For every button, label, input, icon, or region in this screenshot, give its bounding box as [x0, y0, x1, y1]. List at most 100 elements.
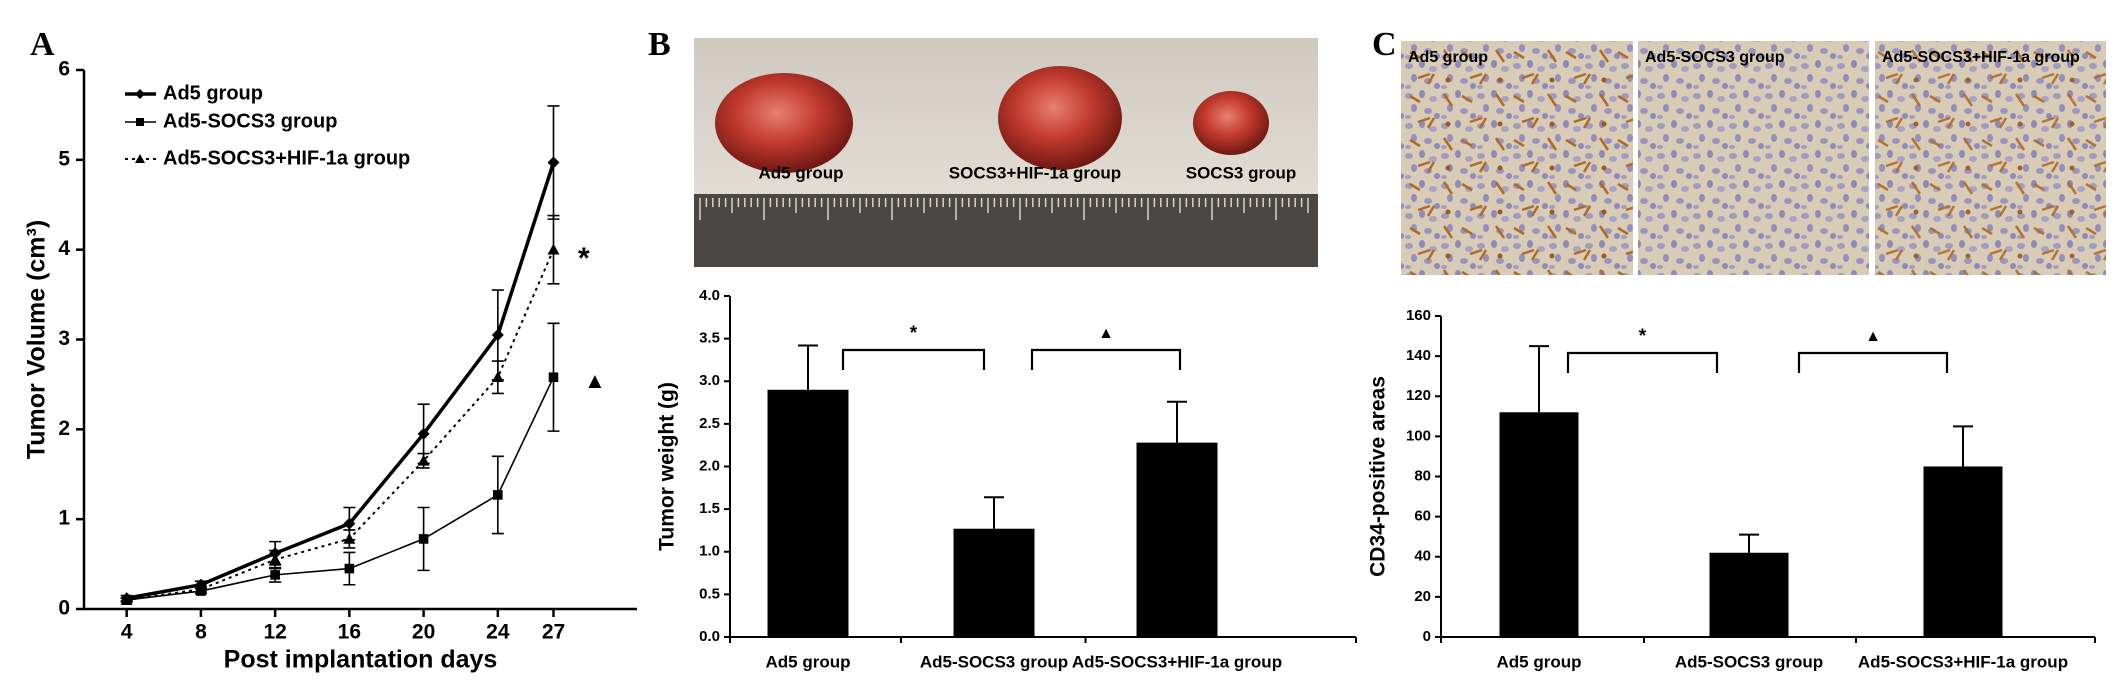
y-tick-label: 140: [1406, 347, 1431, 364]
y-axis-label: Tumor Volume (cm³): [23, 220, 51, 459]
legend-marker: [136, 118, 144, 126]
bar: [1923, 466, 2003, 637]
x-tick-label: Ad5-SOCS3+HIF-1a group: [1072, 652, 1282, 671]
bracket: [1566, 351, 1719, 373]
image-label: SOCS3 group: [1186, 163, 1297, 182]
bar: [1499, 412, 1579, 637]
marker: [493, 490, 503, 500]
marker: [344, 563, 355, 574]
x-tick-label: Ad5 group: [766, 652, 851, 671]
ihc-photos: [1401, 41, 2106, 275]
marker: [491, 371, 504, 383]
annotation: *: [578, 242, 590, 275]
y-tick-label: 40: [1414, 548, 1431, 565]
x-tick-label: 27: [542, 621, 565, 644]
series-line: [126, 161, 556, 600]
y-tick-label: 2.5: [699, 415, 720, 432]
y-tick-label: 1: [58, 507, 70, 530]
x-tick-label: Ad5 group: [1497, 652, 1582, 671]
panel-letter: A: [30, 26, 55, 63]
x-tick-label: 16: [338, 621, 361, 644]
annotation: *: [1639, 326, 1647, 347]
y-tick-label: 80: [1414, 467, 1431, 484]
y-tick-label: 3.0: [699, 372, 720, 389]
y-tick-label: 0.5: [699, 585, 720, 602]
annotation: ▲: [1098, 325, 1114, 342]
annotation: *: [910, 323, 918, 344]
marker: [417, 454, 430, 466]
y-tick-label: 3: [58, 327, 70, 350]
bar: [1709, 552, 1789, 637]
marker: [269, 553, 282, 565]
image-label: Ad5 group: [1408, 49, 1488, 66]
annotation: ▲: [584, 368, 606, 393]
bracket: [1797, 351, 1949, 373]
tumor-photo: [694, 38, 1318, 267]
marker: [343, 532, 356, 544]
marker: [343, 517, 356, 530]
y-tick-label: 4.0: [699, 287, 720, 304]
y-tick-label: 0.0: [699, 628, 720, 645]
bar: [953, 528, 1035, 637]
marker: [120, 594, 133, 605]
image-label: SOCS3+HIF-1a group: [949, 163, 1121, 182]
annotation: ▲: [1865, 328, 1881, 345]
x-tick-label: Ad5-SOCS3 group: [920, 652, 1068, 671]
legend-marker: [135, 89, 145, 99]
series-line: [126, 376, 555, 601]
legend-label: Ad5-SOCS3 group: [163, 110, 337, 132]
y-tick-label: 6: [58, 58, 70, 81]
marker: [491, 329, 504, 342]
panel-letter: B: [648, 26, 671, 63]
y-tick-label: 2: [58, 417, 70, 440]
y-axis-label: Tumor weight (g): [656, 382, 679, 551]
image-label: Ad5 group: [759, 163, 844, 182]
marker: [547, 243, 560, 255]
y-tick-label: 3.5: [699, 330, 720, 347]
x-tick-label: Ad5-SOCS3+HIF-1a group: [1858, 652, 2068, 671]
legend-label: Ad5-SOCS3+HIF-1a group: [163, 147, 410, 169]
x-tick-label: Ad5-SOCS3 group: [1675, 652, 1823, 671]
error-bar: [798, 344, 818, 390]
x-axis-label: Post implantation days: [224, 646, 498, 674]
y-tick-label: 160: [1406, 307, 1431, 324]
y-tick-label: 5: [58, 147, 70, 170]
y-tick-label: 20: [1414, 588, 1431, 605]
marker: [547, 156, 560, 169]
x-tick-label: 20: [412, 621, 435, 644]
marker: [417, 427, 430, 440]
error-bar: [1529, 345, 1549, 413]
image-label: Ad5-SOCS3+HIF-1a group: [1882, 49, 2080, 66]
image-label: Ad5-SOCS3 group: [1645, 49, 1785, 66]
error-bar: [984, 496, 1004, 529]
y-tick-label: 4: [58, 237, 70, 260]
y-tick-label: 60: [1414, 508, 1431, 525]
y-tick-label: 0: [58, 597, 70, 620]
x-tick-label: 12: [263, 621, 286, 644]
x-tick-label: 8: [195, 621, 207, 644]
y-tick-label: 120: [1406, 387, 1431, 404]
bar: [767, 389, 849, 637]
error-bar: [1953, 425, 1973, 467]
panel-letter: C: [1372, 26, 1397, 63]
x-tick-label: 24: [486, 621, 510, 644]
x-tick-label: 4: [121, 621, 133, 644]
marker: [194, 583, 207, 595]
error-bar: [1739, 533, 1759, 553]
y-tick-label: 2.0: [699, 457, 720, 474]
y-tick-label: 100: [1406, 427, 1431, 444]
series-line: [126, 249, 555, 602]
bracket: [1030, 348, 1182, 370]
bracket: [841, 348, 986, 370]
error-bar: [1167, 400, 1187, 443]
y-tick-label: 0: [1423, 628, 1431, 645]
marker: [270, 570, 280, 580]
marker: [418, 534, 429, 544]
y-axis-label: CD34-positive areas: [1367, 376, 1390, 577]
marker: [548, 372, 559, 383]
legend-label: Ad5 group: [163, 82, 263, 104]
bar: [1136, 442, 1218, 637]
y-tick-label: 1.5: [699, 500, 720, 517]
y-tick-label: 1.0: [699, 543, 720, 560]
